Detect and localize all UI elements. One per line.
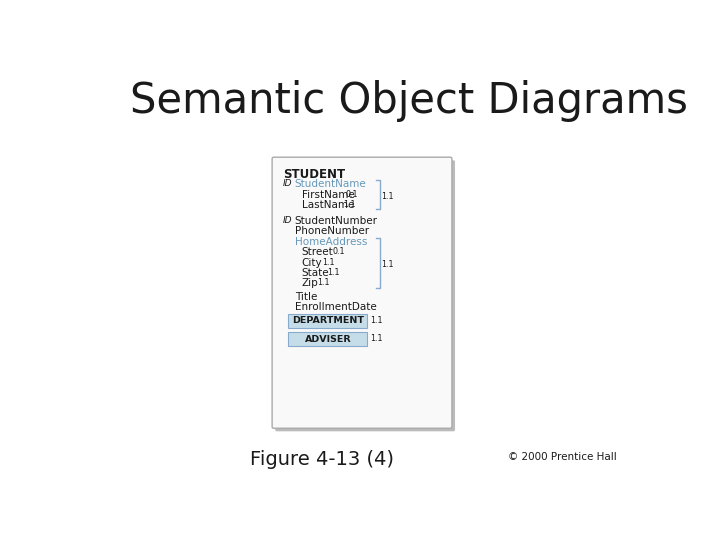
Text: Zip: Zip	[302, 279, 318, 288]
Text: 1.1: 1.1	[370, 334, 382, 343]
Text: 1.1: 1.1	[323, 258, 335, 267]
Text: 1.1: 1.1	[370, 315, 382, 325]
Text: 0.1: 0.1	[346, 190, 359, 199]
Text: Street: Street	[302, 247, 333, 257]
Text: 0.1: 0.1	[333, 247, 345, 256]
Text: DEPARTMENT: DEPARTMENT	[292, 316, 364, 325]
Text: LastName: LastName	[302, 200, 354, 210]
Text: State: State	[302, 268, 329, 278]
FancyBboxPatch shape	[275, 160, 455, 431]
Text: 1.1: 1.1	[382, 260, 394, 269]
FancyBboxPatch shape	[289, 314, 367, 328]
Text: ADVISER: ADVISER	[305, 335, 351, 344]
Text: 1.1: 1.1	[317, 279, 330, 287]
Text: StudentNumber: StudentNumber	[294, 216, 377, 226]
Text: 1.1: 1.1	[327, 268, 340, 277]
Text: Figure 4-13 (4): Figure 4-13 (4)	[251, 450, 395, 469]
Text: ID: ID	[283, 216, 292, 225]
Text: Semantic Object Diagrams: Semantic Object Diagrams	[130, 80, 688, 122]
Text: HomeAddress: HomeAddress	[294, 237, 367, 247]
Text: STUDENT: STUDENT	[283, 168, 345, 181]
Text: EnrollmentDate: EnrollmentDate	[294, 302, 377, 312]
Text: FirstName: FirstName	[302, 190, 354, 200]
Text: ID: ID	[283, 179, 292, 188]
Text: StudentName: StudentName	[294, 179, 366, 189]
Text: PhoneNumber: PhoneNumber	[294, 226, 369, 237]
Text: 1.1: 1.1	[382, 192, 394, 201]
Text: City: City	[302, 258, 323, 268]
FancyBboxPatch shape	[289, 333, 367, 346]
FancyBboxPatch shape	[272, 157, 452, 428]
Text: Title: Title	[294, 292, 317, 301]
Text: © 2000 Prentice Hall: © 2000 Prentice Hall	[508, 452, 617, 462]
Text: 1.1: 1.1	[343, 200, 356, 209]
